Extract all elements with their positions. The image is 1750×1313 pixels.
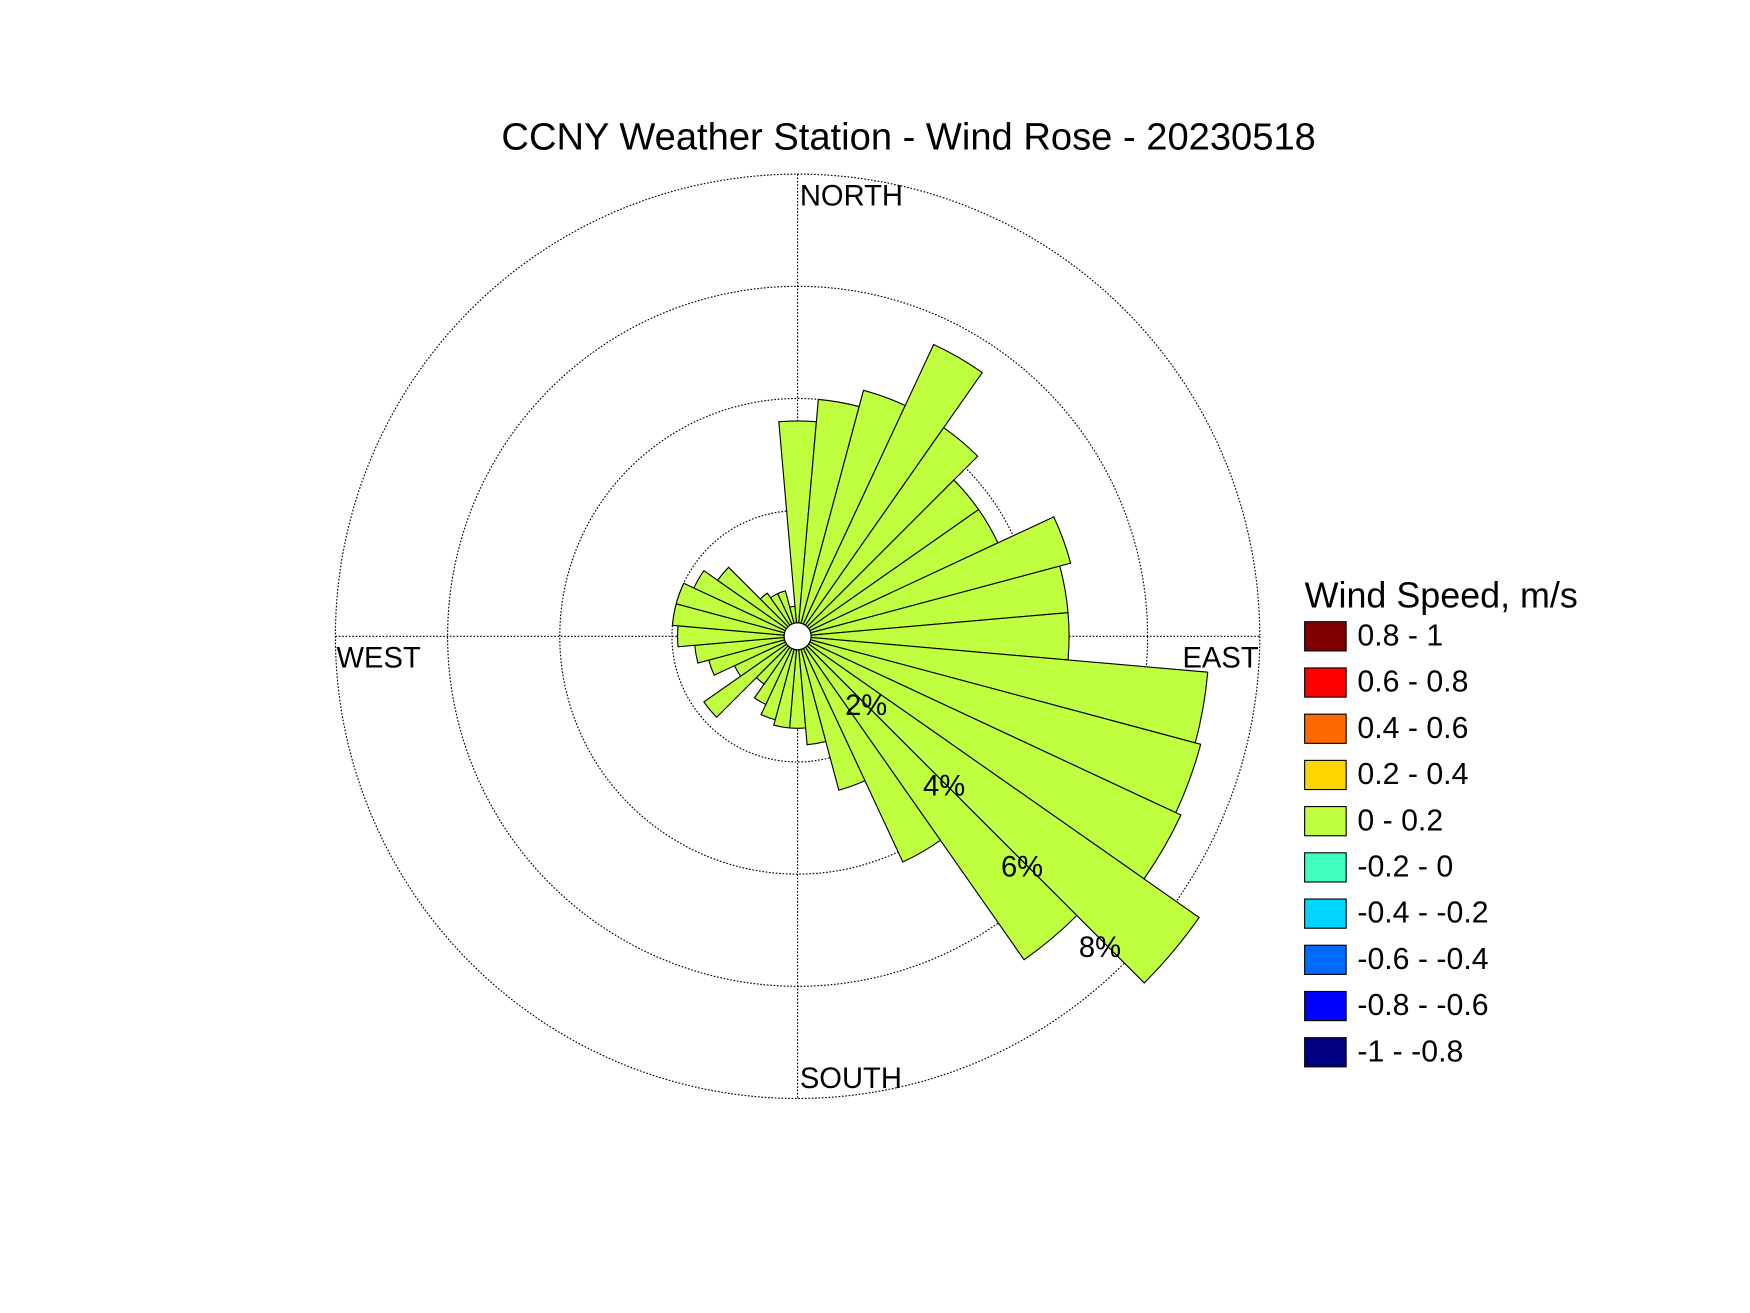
legend-swatch bbox=[1304, 1037, 1347, 1068]
legend-swatch bbox=[1304, 852, 1347, 883]
direction-label: EAST bbox=[1182, 643, 1258, 675]
legend-label: -0.4 - -0.2 bbox=[1357, 897, 1488, 930]
legend-label: -0.8 - -0.6 bbox=[1357, 989, 1488, 1022]
chart-title: CCNY Weather Station - Wind Rose - 20230… bbox=[501, 115, 1315, 158]
legend-label: 0.2 - 0.4 bbox=[1357, 758, 1468, 791]
center-hole bbox=[783, 622, 812, 651]
r-tick-label: 4% bbox=[923, 771, 965, 803]
legend-swatch bbox=[1304, 990, 1347, 1022]
legend-swatch bbox=[1304, 667, 1347, 698]
legend-swatch bbox=[1304, 806, 1347, 837]
legend-label: -0.2 - 0 bbox=[1357, 851, 1453, 884]
legend-label: 0 - 0.2 bbox=[1357, 804, 1443, 837]
legend-title: Wind Speed, m/s bbox=[1305, 576, 1578, 616]
direction-label: NORTH bbox=[800, 180, 903, 212]
direction-label: SOUTH bbox=[800, 1063, 902, 1095]
legend-label: -1 - -0.8 bbox=[1357, 1035, 1463, 1068]
legend-label: 0.8 - 1 bbox=[1357, 619, 1443, 652]
legend-label: 0.6 - 0.8 bbox=[1357, 666, 1468, 699]
legend-label: -0.6 - -0.4 bbox=[1357, 943, 1488, 976]
legend-swatch bbox=[1304, 759, 1347, 791]
r-tick-label: 8% bbox=[1079, 932, 1121, 964]
legend-swatch bbox=[1304, 944, 1347, 975]
legend-swatch bbox=[1304, 898, 1347, 929]
wedges bbox=[671, 343, 1209, 984]
r-tick-label: 2% bbox=[845, 690, 887, 722]
labels: 2% 4% 6% 8% NORTH EAST SOUTH WEST bbox=[337, 180, 1259, 1095]
direction-label: WEST bbox=[337, 643, 421, 675]
legend-label: 0.4 - 0.6 bbox=[1357, 712, 1468, 745]
legend: Wind Speed, m/s0.8 - 1 0.6 - 0.8 0.4 - 0.6… bbox=[1304, 576, 1578, 1068]
r-tick-label: 6% bbox=[1001, 851, 1043, 883]
legend-swatch bbox=[1304, 621, 1347, 652]
legend-swatch bbox=[1304, 713, 1347, 744]
